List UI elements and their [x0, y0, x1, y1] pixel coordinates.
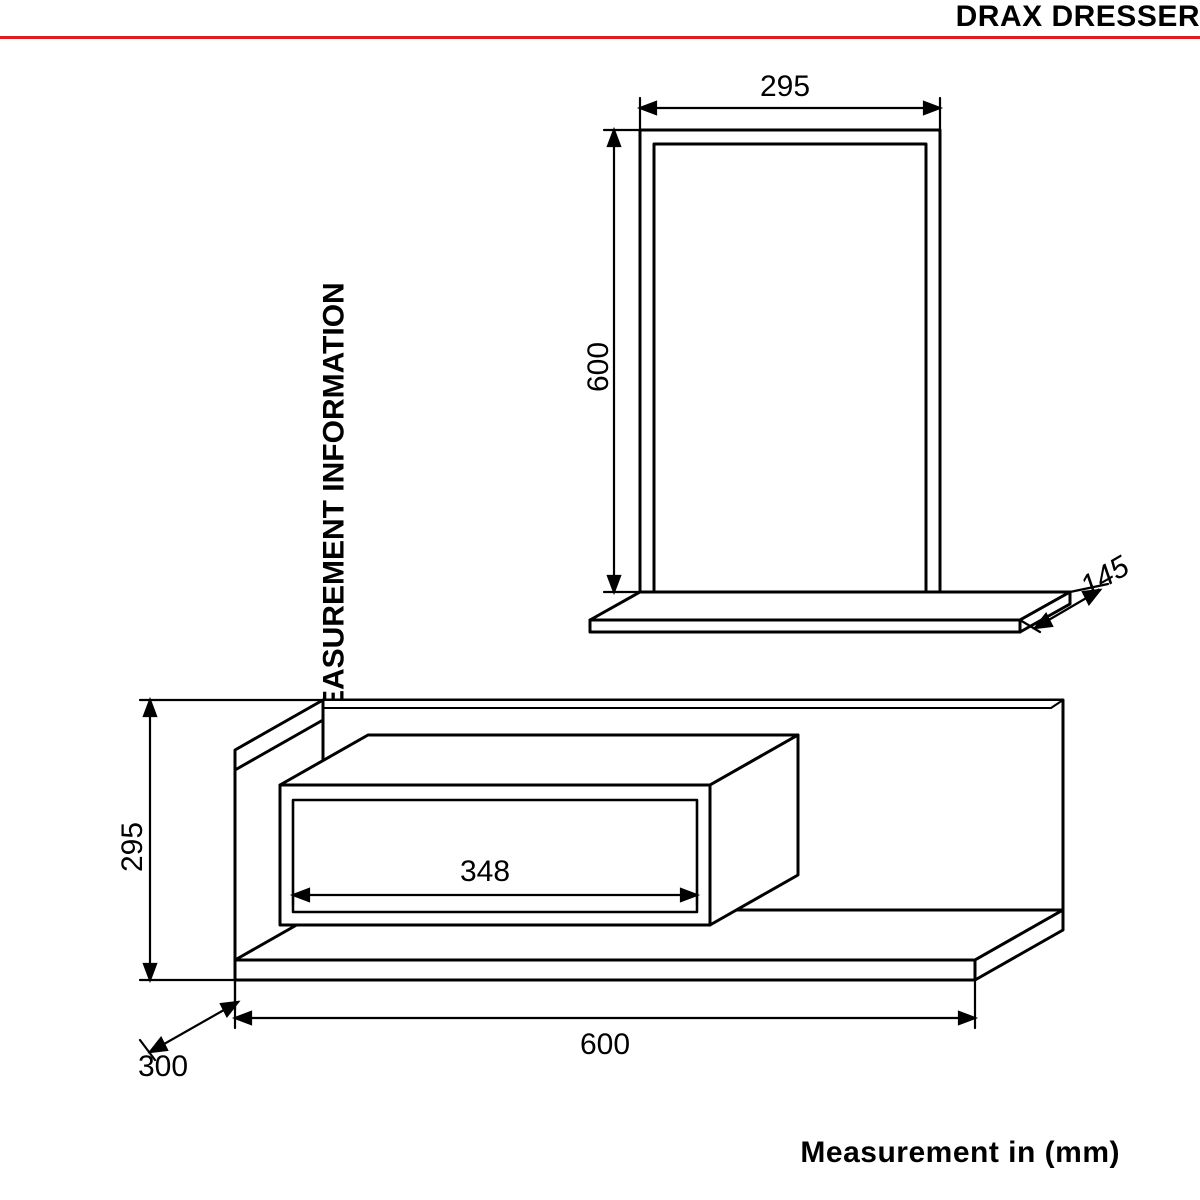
- technical-drawing: [0, 0, 1200, 1200]
- dim-label-body-width: 600: [580, 1028, 630, 1062]
- dim-body-depth: [140, 980, 238, 1060]
- dim-body-width: [235, 980, 975, 1028]
- mirror-assembly: [640, 130, 940, 610]
- dim-label-body-depth: 300: [138, 1050, 188, 1084]
- mirror-shelf: [590, 592, 1070, 632]
- dim-label-mirror-width: 295: [760, 70, 810, 104]
- dim-label-mirror-height: 600: [582, 342, 616, 392]
- drawer-box: [280, 735, 798, 925]
- dim-label-body-height: 295: [116, 822, 150, 872]
- dim-label-drawer-width: 348: [460, 855, 510, 889]
- diagram-stage: DRAX DRESSER PRODUCT MEASUREMENT INFORMA…: [0, 0, 1200, 1200]
